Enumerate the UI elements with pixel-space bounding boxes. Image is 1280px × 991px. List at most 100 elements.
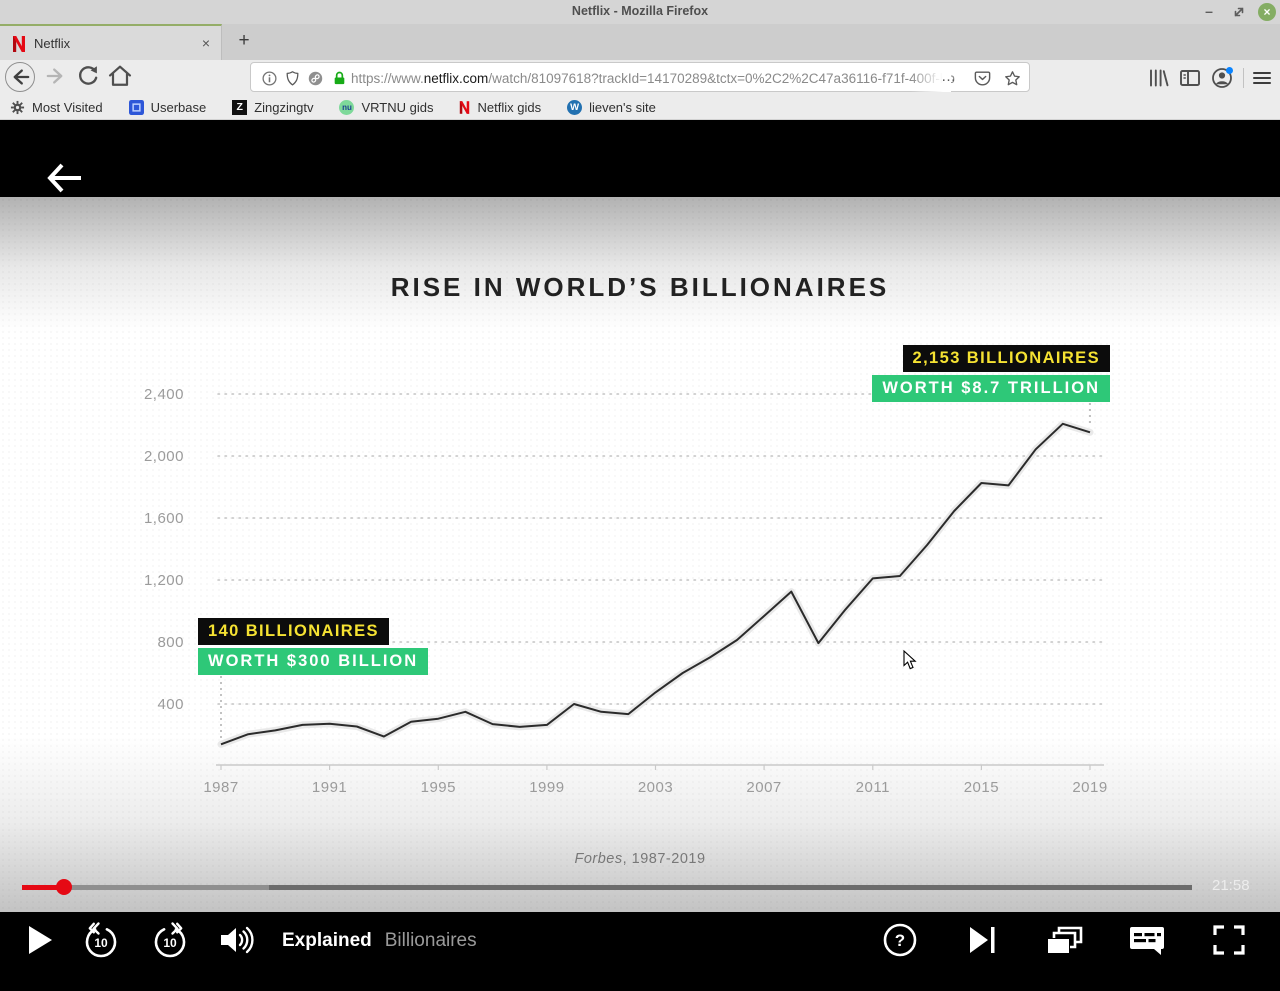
tab-strip: Netflix × + (0, 24, 1280, 60)
url-path: /watch/81097618?trackId=14170289&tctx=0%… (488, 71, 955, 86)
home-button[interactable] (106, 62, 136, 92)
help-button[interactable]: ? (880, 920, 920, 965)
time-remaining: 21:58 (1212, 877, 1250, 894)
url-text[interactable]: https://www.netflix.com/watch/81097618?t… (351, 71, 1031, 88)
skip-forward-amount: 10 (163, 936, 177, 950)
fullscreen-button[interactable] (1212, 924, 1246, 961)
menu-hamburger-icon[interactable] (1250, 66, 1274, 90)
back-icon (13, 69, 30, 85)
progress-remaining[interactable] (268, 885, 1192, 890)
vrtnu-favicon-icon: nu (339, 99, 355, 115)
page-info-icon[interactable] (261, 70, 278, 87)
video-frame (0, 197, 1280, 912)
home-icon (108, 65, 132, 86)
bookmark-label: lieven's site (589, 99, 656, 115)
toolbar-separator (1243, 68, 1244, 88)
annotation-1987-count: 140 BILLIONAIRES (198, 618, 389, 645)
tracking-protection-shield-icon[interactable] (284, 70, 301, 87)
bookmark-label: Most Visited (32, 99, 103, 115)
url-scheme: https://www. (351, 71, 424, 86)
skip-back-amount: 10 (94, 936, 108, 950)
back-arrow-icon (47, 163, 81, 193)
player-back-button[interactable] (46, 162, 84, 199)
annotation-2019-worth: WORTH $8.7 TRILLION (872, 375, 1110, 402)
source-name: Forbes (574, 851, 623, 867)
window-close-button[interactable]: × (1258, 3, 1276, 21)
help-glyph: ? (895, 931, 905, 950)
https-lock-icon (331, 70, 348, 87)
bookmark-star-icon[interactable] (1003, 69, 1020, 86)
fullscreen-icon (1213, 925, 1245, 955)
netflix-video-player[interactable]: RISE IN WORLD’S BILLIONAIRES 400 800 1,200… (0, 120, 1280, 991)
zingzingtv-favicon-icon: Z (232, 99, 248, 115)
skip-forward-10-button[interactable]: 10 (150, 920, 190, 965)
bookmark-most-visited[interactable]: Most Visited (10, 100, 103, 115)
volume-button[interactable] (219, 926, 255, 959)
sidebar-toggle-icon[interactable] (1178, 66, 1202, 90)
volume-icon (221, 926, 254, 954)
help-icon: ? (883, 923, 917, 957)
page-actions-button[interactable]: … (941, 68, 957, 85)
window-minimize-button[interactable]: – (1205, 3, 1213, 19)
bookmark-zingzingtv[interactable]: Z Zingzingtv (232, 99, 314, 115)
series-title: Explained (282, 930, 372, 951)
window-titlebar: Netflix - Mozilla Firefox – × (0, 0, 1280, 24)
next-episode-icon (970, 927, 995, 953)
mouse-cursor (903, 649, 917, 675)
bookmark-vrtnu-gids[interactable]: nu VRTNU gids (339, 99, 434, 115)
player-top-bar (0, 120, 1280, 197)
play-icon (29, 926, 52, 954)
reload-icon (78, 66, 98, 85)
userbase-favicon-icon (128, 99, 144, 115)
progress-scrubber-knob[interactable] (56, 879, 72, 895)
episodes-button[interactable] (1046, 925, 1084, 960)
url-bar[interactable]: https://www.netflix.com/watch/81097618?t… (250, 62, 1030, 92)
extension-permissions-icon[interactable] (307, 70, 324, 87)
episode-title: Billionaires (384, 930, 477, 951)
bookmark-label: Zingzingtv (254, 99, 314, 115)
window-maximize-button[interactable] (1230, 3, 1248, 21)
account-icon[interactable] (1210, 66, 1234, 90)
bookmark-label: Userbase (150, 99, 207, 115)
play-button[interactable] (26, 924, 54, 961)
bookmarks-toolbar: Most Visited Userbase Z Zingzingtv nu VR… (0, 95, 1280, 120)
video-title: Explained Billionaires (282, 930, 477, 952)
url-fade-overlay (911, 64, 951, 92)
tab-title: Netflix (34, 36, 71, 51)
skip-back-10-button[interactable]: 10 (81, 920, 121, 965)
bookmark-label: VRTNU gids (361, 99, 434, 115)
bookmark-netflix-gids[interactable]: Netflix gids (459, 100, 541, 115)
navigation-toolbar: https://www.netflix.com/watch/81097618?t… (0, 60, 1280, 95)
subtitles-button[interactable] (1128, 926, 1166, 961)
episodes-icon (1048, 926, 1083, 953)
progress-watched[interactable] (21, 885, 64, 890)
library-icon[interactable] (1146, 66, 1170, 90)
chart-title: RISE IN WORLD’S BILLIONAIRES (390, 272, 890, 302)
source-range: , 1987-2019 (622, 851, 706, 867)
new-tab-button[interactable]: + (238, 30, 250, 51)
reload-button[interactable] (74, 62, 104, 92)
progress-buffered[interactable] (64, 885, 269, 890)
url-domain: netflix.com (423, 71, 489, 86)
chart-source: Forbes, 1987-2019 (0, 851, 1280, 867)
bookmark-label: Netflix gids (477, 99, 542, 115)
forward-button[interactable] (42, 62, 72, 92)
bookmark-userbase[interactable]: Userbase (128, 99, 207, 115)
wordpress-favicon-icon: W (567, 99, 583, 115)
next-episode-button[interactable] (966, 925, 998, 960)
subtitles-icon (1130, 927, 1164, 955)
player-control-bar: 10 10 Expl (0, 912, 1280, 991)
forward-icon (46, 68, 63, 84)
tab-close-icon[interactable]: × (201, 35, 211, 51)
maximize-icon (1234, 7, 1244, 17)
netflix-favicon-icon (12, 35, 26, 53)
forward-10-icon: 10 (154, 922, 186, 958)
window-title: Netflix - Mozilla Firefox (571, 4, 709, 18)
pocket-icon[interactable] (973, 69, 991, 86)
netflix-favicon-icon (460, 100, 470, 114)
bookmark-lievens-site[interactable]: W lieven's site (567, 99, 656, 115)
tab-netflix[interactable]: Netflix × (0, 24, 222, 60)
back-button[interactable] (5, 62, 35, 92)
annotation-1987-worth: WORTH $300 BILLION (198, 648, 429, 675)
